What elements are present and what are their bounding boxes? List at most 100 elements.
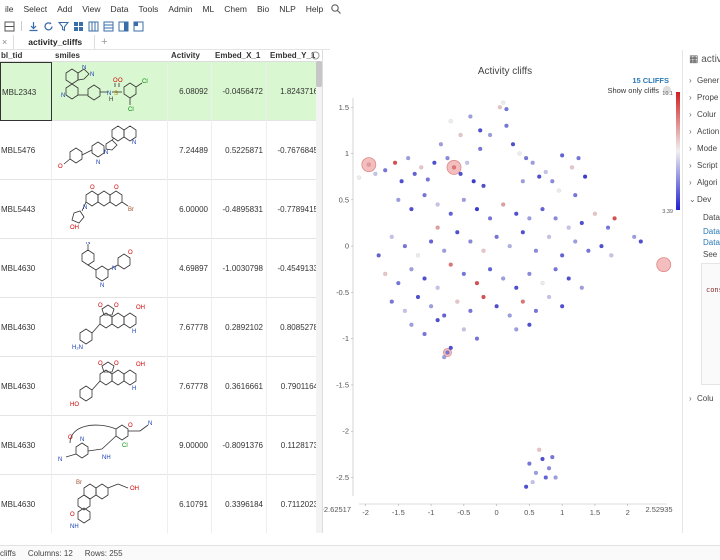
- table-row[interactable]: MBL4630 O O OH HO H 7.67778 0.3616661: [0, 357, 322, 416]
- scatter-point[interactable]: [501, 276, 506, 281]
- scatter-point[interactable]: [409, 322, 414, 327]
- scatter-point[interactable]: [432, 160, 437, 165]
- column-header-embed-x[interactable]: Embed_X_1: [215, 51, 261, 60]
- scatter-point[interactable]: [546, 234, 552, 239]
- show-only-cliffs-toggle[interactable]: [663, 86, 671, 94]
- scatter-point[interactable]: [474, 280, 480, 286]
- panels-icon[interactable]: [133, 21, 144, 32]
- scatter-point[interactable]: [527, 322, 532, 327]
- scatter-point[interactable]: [399, 179, 404, 184]
- scatter-point[interactable]: [409, 206, 414, 212]
- scatter-point[interactable]: [422, 193, 427, 198]
- scatter-point[interactable]: [553, 267, 558, 272]
- menu-data[interactable]: Data: [110, 4, 129, 14]
- scatter-point[interactable]: [550, 179, 555, 184]
- menu-add[interactable]: Add: [57, 4, 73, 14]
- grid-scrollbar[interactable]: [316, 61, 322, 533]
- scatter-point[interactable]: [445, 350, 450, 355]
- scatter-point[interactable]: [520, 230, 525, 235]
- search-icon[interactable]: [330, 3, 342, 15]
- scatter-point[interactable]: [422, 276, 427, 281]
- scatter-point[interactable]: [373, 171, 378, 177]
- scatter-point[interactable]: [494, 304, 499, 309]
- scatter-point[interactable]: [569, 165, 575, 170]
- scatter-point[interactable]: [383, 271, 388, 277]
- scatter-point[interactable]: [487, 132, 493, 138]
- scatter-point[interactable]: [533, 248, 539, 253]
- scatter-point[interactable]: [559, 304, 565, 309]
- scatter-point[interactable]: [474, 336, 480, 341]
- column-header-activity[interactable]: Activity: [171, 51, 200, 60]
- scatter-point[interactable]: [533, 308, 539, 314]
- scatter-point[interactable]: [435, 317, 440, 323]
- scatter-point[interactable]: [504, 106, 509, 112]
- scatter-point[interactable]: [523, 156, 529, 161]
- scatter-point[interactable]: [530, 160, 535, 165]
- scatter-point[interactable]: [537, 447, 542, 452]
- column-header-embed-y[interactable]: Embed_Y_1: [270, 51, 316, 60]
- scatter-point[interactable]: [481, 183, 486, 189]
- scatter-point[interactable]: [405, 156, 411, 161]
- grid-icon[interactable]: [4, 21, 15, 32]
- scatter-point[interactable]: [592, 211, 598, 216]
- scatter-point[interactable]: [464, 160, 470, 165]
- panel-section-general[interactable]: › Gener: [689, 76, 719, 85]
- scatter-point[interactable]: [458, 132, 463, 138]
- panel-section-actions[interactable]: › Action: [689, 127, 719, 136]
- scatter-point[interactable]: [474, 206, 480, 212]
- scatter-point[interactable]: [559, 153, 565, 158]
- scatter-point[interactable]: [448, 211, 453, 216]
- split-view-icon[interactable]: [118, 21, 129, 32]
- scatter-point[interactable]: [376, 253, 381, 258]
- scatter-point[interactable]: [356, 175, 362, 180]
- scatter-point[interactable]: [550, 454, 555, 460]
- scatter-point[interactable]: [458, 171, 463, 177]
- scrollbar-thumb[interactable]: [316, 61, 322, 87]
- scatter-point[interactable]: [445, 156, 450, 161]
- panel-section-dev[interactable]: ⌄Dev: [689, 195, 711, 204]
- scatter-point[interactable]: [497, 105, 503, 110]
- menu-help[interactable]: Help: [305, 4, 324, 14]
- scatter-point[interactable]: [553, 475, 558, 480]
- scatter-point[interactable]: [638, 239, 643, 244]
- table-row[interactable]: MBL4630 O O OH H₂N H 7.67778 0.2892102: [0, 298, 322, 357]
- scatter-point[interactable]: [523, 484, 529, 489]
- scatter-point[interactable]: [461, 197, 467, 202]
- scatter-point[interactable]: [582, 174, 588, 179]
- scatter-point[interactable]: [478, 146, 483, 152]
- scatter-point[interactable]: [442, 355, 447, 360]
- scatter-point[interactable]: [471, 179, 476, 184]
- scatter-point[interactable]: [514, 285, 519, 290]
- scatter-point[interactable]: [507, 313, 512, 318]
- scatter-point[interactable]: [422, 331, 427, 337]
- scatter-point[interactable]: [579, 220, 584, 226]
- scatter-point[interactable]: [579, 285, 584, 290]
- scatter-point[interactable]: [481, 248, 486, 253]
- scatter-point[interactable]: [514, 211, 519, 216]
- scatter-point[interactable]: [428, 239, 434, 244]
- scatter-point[interactable]: [451, 165, 457, 170]
- cliffs-count-link[interactable]: 15 CLIFFS: [632, 76, 669, 85]
- scatter-point[interactable]: [504, 123, 509, 128]
- scatter-point[interactable]: [448, 262, 453, 267]
- scatter-point[interactable]: [540, 456, 545, 462]
- column-header-smiles[interactable]: smiles: [55, 51, 80, 60]
- scatter-point[interactable]: [527, 271, 532, 277]
- scatter-point[interactable]: [573, 239, 578, 244]
- scatter-point[interactable]: [366, 162, 371, 167]
- tab-activity-cliffs[interactable]: activity_cliffs: [13, 34, 96, 49]
- scatter-point[interactable]: [520, 299, 525, 304]
- menu-bio[interactable]: Bio: [256, 4, 270, 14]
- scatter-point[interactable]: [442, 248, 447, 253]
- scatter-point[interactable]: [383, 168, 388, 173]
- scatter-point[interactable]: [605, 225, 611, 230]
- column-header-id[interactable]: bl_tid: [1, 51, 23, 60]
- scatter-point[interactable]: [566, 276, 571, 281]
- scatter-plot[interactable]: Activity cliffs 15 CLIFFS Show only clif…: [322, 50, 680, 533]
- scatter-point[interactable]: [527, 216, 532, 221]
- scatter-point[interactable]: [468, 239, 473, 244]
- scatter-point[interactable]: [389, 234, 394, 239]
- scatter-point[interactable]: [419, 165, 424, 170]
- menu-tools[interactable]: Tools: [138, 4, 159, 14]
- add-tab-icon[interactable]: +: [101, 35, 108, 48]
